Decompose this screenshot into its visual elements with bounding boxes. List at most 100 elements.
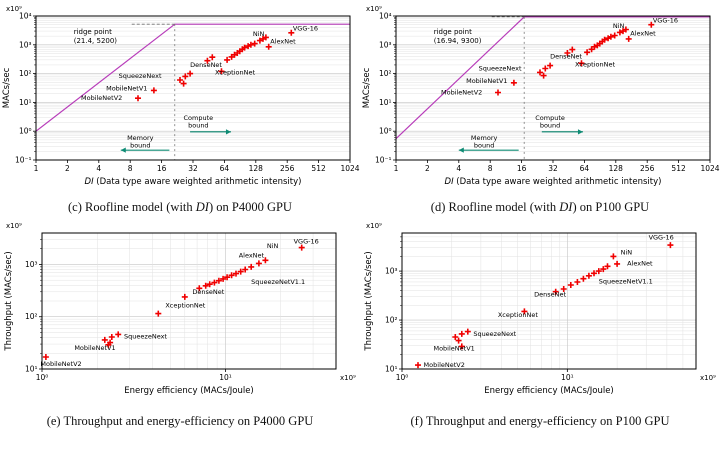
network-labels: MobileNetV2 MobileNetV1 SqueezeNext Xceptio… — [424, 234, 674, 369]
x-tick-label: 2 — [65, 164, 70, 173]
y-tick-label: 10⁻¹ — [15, 156, 32, 165]
y-axis-label: MACs/sec — [2, 67, 12, 108]
scatter-point — [256, 37, 263, 44]
y-tick-label: 10² — [385, 316, 398, 325]
scatter-point — [455, 337, 462, 344]
scatter-point — [265, 43, 272, 50]
x-tick-label: 1024 — [700, 164, 719, 173]
panel-c: ridge point (21.4, 5200) MobileNetV2 Mobile… — [0, 2, 360, 215]
gridlines — [36, 17, 350, 152]
scatter-point — [610, 253, 617, 260]
scatter-point — [135, 95, 141, 102]
scatter-point — [181, 293, 188, 300]
x-tick-label: 10¹ — [219, 373, 232, 382]
scatter-point — [540, 72, 547, 79]
x-tick-label: 256 — [280, 164, 295, 173]
y-axis-multiplier: x10⁹ — [6, 5, 22, 13]
scatter-point — [600, 266, 607, 273]
scatter-point — [560, 286, 567, 292]
network-labels: MobileNetV2 MobileNetV1 SqueezeNext DenseNe… — [81, 25, 318, 102]
arrow-head — [458, 147, 464, 153]
scatter-point — [625, 35, 632, 42]
arrow-head — [577, 129, 583, 135]
caption-d: (d) Roofline model (with DI) on P100 GPU — [430, 200, 650, 214]
scatter-point — [415, 362, 421, 369]
scatter-point — [464, 328, 471, 335]
scatter-point — [452, 334, 459, 340]
y-tick-label: 10⁻¹ — [375, 156, 392, 165]
scatter-point — [552, 288, 559, 295]
scatter-point — [220, 275, 227, 282]
net-label: MobileNetV1 — [74, 344, 115, 352]
y-tick-label: 10³ — [25, 260, 38, 269]
scatter-point — [115, 331, 122, 338]
figure-page: ridge point (21.4, 5200) MobileNetV2 Mobile… — [0, 2, 720, 429]
scatter-point — [224, 274, 231, 281]
scatter-point — [262, 257, 269, 264]
scatter-point — [202, 282, 209, 289]
svg-text:bound: bound — [130, 141, 150, 149]
scatter-points — [415, 242, 674, 369]
net-label: XceptionNet — [498, 311, 538, 319]
axes: 1 2 4 8 16 32 64 128 256 512 1024 10⁻¹ 10⁰ 10¹ 10² 10³ 1… — [15, 12, 360, 174]
x-tick-label: 64 — [220, 164, 230, 173]
scatter-point — [585, 272, 592, 279]
panel-f: MobileNetV2 MobileNetV1 SqueezeNext Xceptio… — [360, 221, 720, 429]
scatter-point — [218, 68, 225, 75]
x-tick-label: 8 — [128, 164, 133, 173]
net-label: VGG-16 — [653, 16, 678, 24]
scatter-point — [580, 275, 587, 282]
scatter-point — [458, 330, 465, 337]
panel-d: ridge point (16.94, 9300) MobileNetV2 Mobil… — [360, 2, 720, 215]
x-tick-label: 32 — [548, 164, 558, 173]
y-tick-label: 10¹ — [379, 98, 392, 107]
svg-text:bound: bound — [540, 122, 560, 130]
net-label: DenseNet — [192, 288, 224, 296]
ridge-point-label: (21.4, 5200) — [74, 37, 118, 45]
scatter-point — [248, 263, 255, 270]
scatter-point — [542, 65, 549, 72]
network-labels: MobileNetV2 MobileNetV1 SqueezeNext Xceptio… — [40, 238, 318, 368]
net-label: VGG-16 — [649, 234, 674, 242]
scatter-point — [211, 279, 218, 286]
net-label: MobileNetV1 — [466, 77, 507, 85]
x-tick-label: 512 — [671, 164, 686, 173]
y-tick-label: 10² — [25, 312, 38, 321]
x-tick-label: 128 — [249, 164, 264, 173]
x-axis-label: Energy efficiency (MACs/Joule) — [124, 386, 254, 396]
x-tick-label: 256 — [640, 164, 655, 173]
scatter-point — [564, 50, 571, 56]
chart-d-roofline-p100: ridge point(16.94, 9300)MobileNetV2 Mobil… — [362, 5, 720, 187]
x-tick-label: 1 — [394, 164, 399, 173]
scatter-point — [537, 69, 543, 76]
y-tick-label: 10¹ — [25, 365, 38, 374]
svg-text:Compute: Compute — [535, 114, 565, 122]
x-axis-multiplier: x10⁹ — [700, 374, 716, 382]
net-label: MobileNetV2 — [424, 361, 465, 369]
scatter-point — [150, 87, 157, 94]
gridlines — [42, 233, 336, 369]
roofline: ridge point(16.94, 9300) — [395, 16, 710, 160]
x-tick-label: 4 — [96, 164, 101, 173]
y-tick-label: 10² — [19, 69, 32, 78]
y-tick-label: 10³ — [385, 267, 398, 276]
caption-f: (f) Throughput and energy-efficiency on … — [410, 414, 670, 428]
scatter-point — [604, 263, 611, 270]
y-tick-label: 10¹ — [385, 365, 398, 374]
scatter-point — [42, 354, 49, 360]
network-labels: MobileNetV2 MobileNetV1 SqueezeNext DenseNe… — [441, 16, 678, 96]
x-tick-label: 10⁰ — [396, 373, 409, 382]
axes: 1 2 4 8 16 32 64 128 256 512 1024 10⁻¹ 10⁰ 10¹ 10² 10³ 1… — [375, 12, 720, 174]
net-label: MobileNetV2 — [441, 88, 482, 96]
scatter-point — [177, 77, 183, 83]
scatter-point — [242, 266, 249, 273]
scatter-point — [251, 40, 258, 47]
scatter-point — [667, 242, 674, 249]
net-label: XceptionNet — [575, 61, 615, 69]
y-tick-label: 10² — [379, 69, 392, 78]
arrow-head — [225, 129, 231, 135]
scatter-point — [209, 54, 216, 61]
